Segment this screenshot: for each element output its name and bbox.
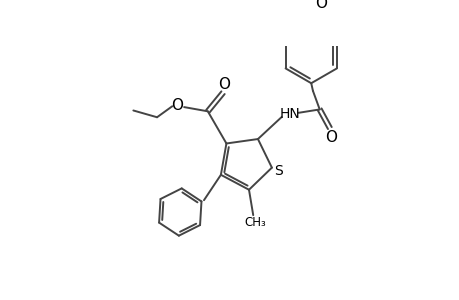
Text: HN: HN (279, 107, 300, 121)
Text: O: O (325, 130, 337, 145)
Text: O: O (315, 0, 327, 11)
Text: S: S (274, 164, 282, 178)
Text: O: O (218, 77, 230, 92)
Text: CH₃: CH₃ (244, 216, 265, 229)
Text: O: O (171, 98, 183, 113)
